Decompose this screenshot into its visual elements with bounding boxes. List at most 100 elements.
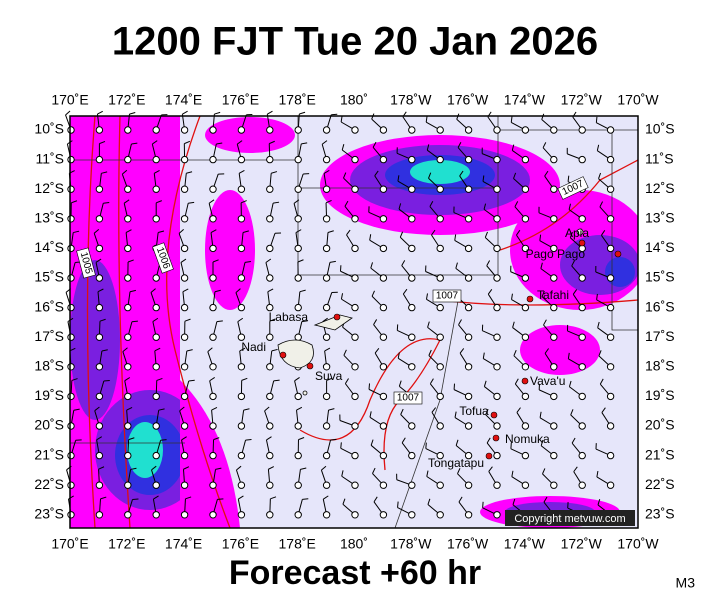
station <box>579 156 585 162</box>
station <box>96 393 102 399</box>
lat-label-right: 22˚S <box>645 476 675 492</box>
lon-label-top: 176˚E <box>222 92 259 108</box>
lon-label-bottom: 174˚E <box>165 536 202 552</box>
station <box>153 452 159 458</box>
station <box>68 245 74 251</box>
station <box>125 275 131 281</box>
station <box>295 512 301 518</box>
station <box>210 393 216 399</box>
lat-label-right: 13˚S <box>645 210 675 226</box>
station <box>551 127 557 133</box>
barb-flag <box>214 112 220 114</box>
station <box>96 423 102 429</box>
station <box>96 364 102 370</box>
place-marker <box>493 435 499 441</box>
lat-label-left: 18˚S <box>34 358 64 374</box>
station <box>295 452 301 458</box>
station <box>465 393 471 399</box>
station <box>494 186 500 192</box>
station <box>96 512 102 518</box>
station <box>607 245 613 251</box>
station <box>522 304 528 310</box>
station <box>181 482 187 488</box>
station <box>352 423 358 429</box>
station <box>465 156 471 162</box>
station <box>522 364 528 370</box>
station <box>579 364 585 370</box>
place-name: Vava'u <box>530 374 565 388</box>
station <box>125 423 131 429</box>
station <box>579 334 585 340</box>
station <box>380 364 386 370</box>
barb-flag <box>132 321 138 322</box>
station <box>210 156 216 162</box>
station <box>409 334 415 340</box>
station <box>607 127 613 133</box>
station <box>323 512 329 518</box>
station <box>267 127 273 133</box>
station <box>352 275 358 281</box>
station <box>295 482 301 488</box>
station <box>465 364 471 370</box>
station <box>465 482 471 488</box>
station <box>68 186 74 192</box>
station <box>437 393 443 399</box>
station <box>96 156 102 162</box>
station <box>68 156 74 162</box>
station <box>238 304 244 310</box>
station <box>494 452 500 458</box>
barb-flag <box>568 176 569 182</box>
station <box>522 186 528 192</box>
lat-label-right: 18˚S <box>645 358 675 374</box>
station <box>153 275 159 281</box>
station <box>68 127 74 133</box>
station <box>181 127 187 133</box>
station <box>380 304 386 310</box>
station <box>323 452 329 458</box>
lon-label-top: 176˚W <box>447 92 489 108</box>
lon-label-bottom: 178˚W <box>390 536 432 552</box>
station <box>465 423 471 429</box>
place-marker <box>280 352 286 358</box>
place-marker <box>491 412 497 418</box>
station <box>295 334 301 340</box>
place-marker <box>334 314 340 320</box>
station <box>522 482 528 488</box>
barb-flag <box>97 111 102 114</box>
station <box>96 216 102 222</box>
station <box>295 245 301 251</box>
station <box>494 245 500 251</box>
station <box>607 216 613 222</box>
station <box>125 512 131 518</box>
station <box>380 512 386 518</box>
lat-label-left: 22˚S <box>34 476 64 492</box>
lon-label-bottom: 176˚E <box>222 536 259 552</box>
place-marker <box>615 251 621 257</box>
station <box>522 452 528 458</box>
station <box>68 482 74 488</box>
model-code: M3 <box>676 575 696 591</box>
station <box>210 452 216 458</box>
station <box>494 393 500 399</box>
station <box>465 512 471 518</box>
station <box>465 186 471 192</box>
station <box>409 512 415 518</box>
isobar-value: 1007 <box>436 291 459 302</box>
station <box>295 275 301 281</box>
lat-label-right: 17˚S <box>645 328 675 344</box>
lon-label-top: 172˚E <box>108 92 145 108</box>
station <box>238 275 244 281</box>
station <box>238 393 244 399</box>
lon-label-top: 170˚E <box>51 92 88 108</box>
station <box>210 186 216 192</box>
place-name: Tongatapu <box>428 456 484 470</box>
station <box>494 275 500 281</box>
station <box>210 304 216 310</box>
station <box>409 482 415 488</box>
station <box>437 216 443 222</box>
station <box>323 304 329 310</box>
lat-label-right: 10˚S <box>645 121 675 137</box>
station <box>295 423 301 429</box>
station <box>380 127 386 133</box>
station <box>380 275 386 281</box>
